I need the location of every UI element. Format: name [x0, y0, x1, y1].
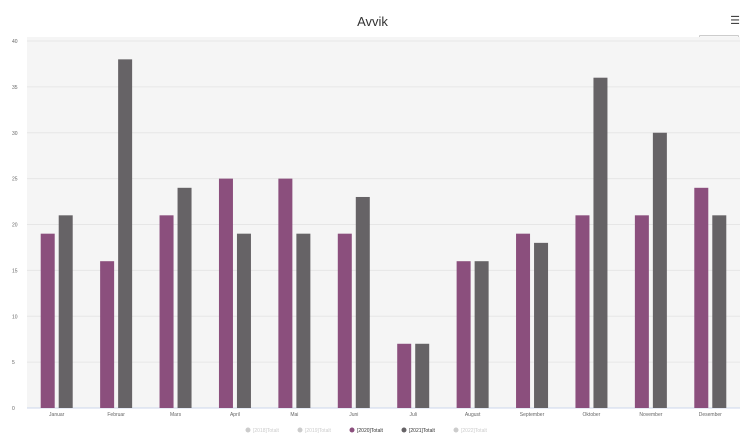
y-tick-label: 0	[12, 406, 15, 412]
legend-marker-2[interactable]	[349, 427, 355, 433]
y-tick-label: 10	[12, 314, 18, 320]
y-tick-label: 5	[12, 360, 15, 366]
x-tick-label: Desember	[699, 412, 722, 418]
bar-2021totalt-april[interactable]	[236, 233, 251, 408]
x-tick-label: Mai	[290, 412, 298, 418]
bar-2021totalt-juli[interactable]	[415, 343, 430, 408]
bar-2020totalt-oktober[interactable]	[575, 215, 590, 408]
hamburger-menu-icon[interactable]: ☰	[730, 15, 740, 27]
y-tick-label: 20	[12, 223, 18, 229]
bar-2021totalt-oktober[interactable]	[593, 77, 608, 408]
legend-item-0[interactable]: [2018]Totalt	[253, 428, 279, 434]
legend-item-1[interactable]: [2019]Totalt	[305, 428, 331, 434]
x-tick-label: Juni	[349, 412, 358, 418]
x-tick-label: November	[639, 412, 662, 418]
bar-2021totalt-februar[interactable]	[118, 59, 133, 408]
bar-2020totalt-desember[interactable]	[694, 187, 709, 408]
y-tick-label: 40	[12, 39, 18, 45]
bar-2021totalt-januar[interactable]	[58, 215, 73, 408]
y-tick-label: 35	[12, 85, 18, 91]
bar-2020totalt-mai[interactable]	[278, 178, 293, 408]
legend-marker-4[interactable]	[453, 427, 459, 433]
bar-2021totalt-mai[interactable]	[296, 233, 311, 408]
x-tick-label: September	[520, 412, 545, 418]
bar-2020totalt-juni[interactable]	[337, 233, 352, 408]
legend-marker-3[interactable]	[401, 427, 407, 433]
plot-background	[27, 37, 740, 408]
bar-2020totalt-mars[interactable]	[159, 215, 174, 408]
legend-item-4[interactable]: [2022]Totalt	[461, 428, 487, 434]
bar-2021totalt-november[interactable]	[652, 132, 667, 408]
x-tick-label: Mars	[170, 412, 182, 418]
legend-item-2[interactable]: [2020]Totalt	[357, 428, 383, 434]
bar-2020totalt-august[interactable]	[456, 261, 471, 408]
bar-2021totalt-desember[interactable]	[712, 215, 727, 408]
x-tick-label: August	[465, 412, 481, 418]
legend-marker-1[interactable]	[297, 427, 303, 433]
bar-2020totalt-april[interactable]	[218, 178, 233, 408]
y-tick-label: 15	[12, 268, 18, 274]
bar-2020totalt-november[interactable]	[634, 215, 649, 408]
bar-2021totalt-september[interactable]	[534, 242, 549, 408]
bar-2020totalt-januar[interactable]	[40, 233, 55, 408]
bar-2021totalt-mars[interactable]	[177, 187, 192, 408]
bar-2021totalt-juni[interactable]	[355, 196, 370, 408]
bar-2021totalt-august[interactable]	[474, 261, 489, 408]
x-tick-label: April	[230, 412, 240, 418]
bar-2020totalt-september[interactable]	[516, 233, 531, 408]
y-tick-label: 25	[12, 177, 18, 183]
bar-2020totalt-juli[interactable]	[397, 343, 412, 408]
chart-title: Avvik	[357, 14, 388, 29]
bar-2020totalt-februar[interactable]	[100, 261, 115, 408]
x-tick-label: Februar	[107, 412, 125, 418]
legend-marker-0[interactable]	[245, 427, 251, 433]
x-tick-label: Januar	[49, 412, 65, 418]
x-tick-label: Oktober	[583, 412, 601, 418]
x-tick-label: Juli	[409, 412, 417, 418]
legend-item-3[interactable]: [2021]Totalt	[409, 428, 435, 434]
y-tick-label: 30	[12, 131, 18, 137]
